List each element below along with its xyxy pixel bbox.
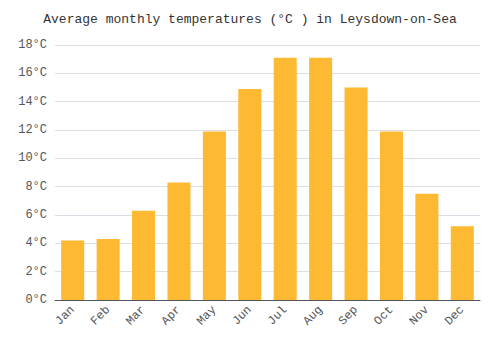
- svg-text:Average monthly temperatures (: Average monthly temperatures (°C ) in Le…: [43, 12, 457, 27]
- svg-text:18°C: 18°C: [18, 38, 47, 52]
- svg-text:Sep: Sep: [336, 303, 361, 328]
- svg-text:0°C: 0°C: [25, 293, 47, 307]
- svg-text:4°C: 4°C: [25, 236, 47, 250]
- svg-text:May: May: [194, 303, 219, 328]
- svg-text:Apr: Apr: [159, 303, 184, 328]
- svg-text:Jun: Jun: [230, 303, 255, 328]
- svg-text:Mar: Mar: [123, 303, 148, 328]
- svg-text:Nov: Nov: [407, 303, 432, 328]
- svg-text:Jul: Jul: [265, 303, 290, 328]
- svg-text:10°C: 10°C: [18, 151, 47, 165]
- svg-text:Oct: Oct: [371, 303, 396, 328]
- svg-text:Feb: Feb: [88, 303, 113, 328]
- svg-text:12°C: 12°C: [18, 123, 47, 137]
- svg-text:16°C: 16°C: [18, 66, 47, 80]
- svg-text:Jan: Jan: [53, 303, 78, 328]
- svg-text:8°C: 8°C: [25, 180, 47, 194]
- svg-text:2°C: 2°C: [25, 265, 47, 279]
- svg-text:Dec: Dec: [442, 303, 467, 328]
- svg-text:14°C: 14°C: [18, 95, 47, 109]
- svg-text:Aug: Aug: [300, 303, 325, 328]
- svg-text:6°C: 6°C: [25, 208, 47, 222]
